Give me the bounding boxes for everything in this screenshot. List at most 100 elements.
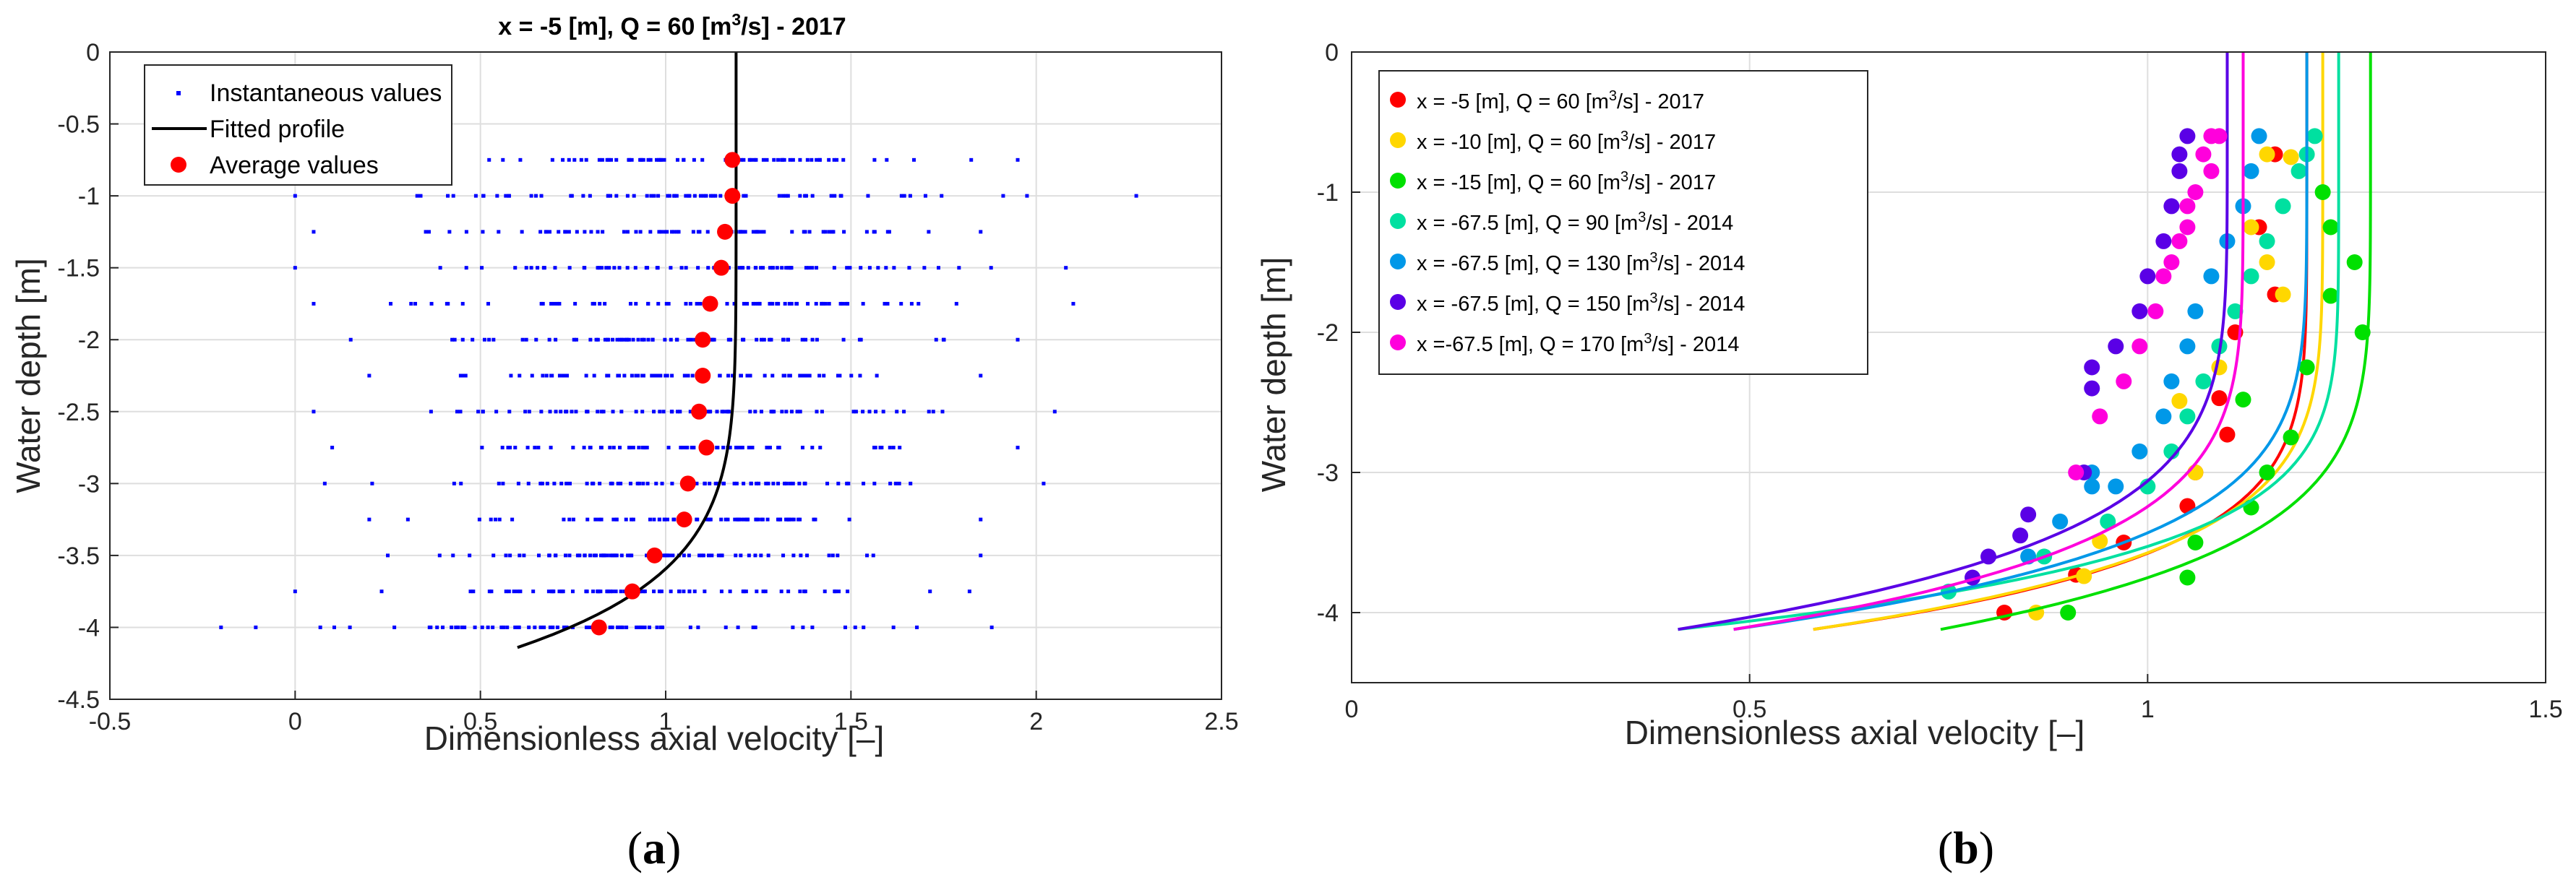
instantaneous-point [379, 589, 384, 594]
instantaneous-point [892, 266, 896, 270]
instantaneous-point [655, 373, 659, 378]
legend-marker [1390, 294, 1406, 310]
instantaneous-point [753, 553, 757, 558]
instantaneous-point [499, 625, 504, 629]
instantaneous-point [815, 410, 819, 414]
y-tick-label: -3 [78, 470, 100, 498]
instantaneous-point [688, 625, 692, 629]
instantaneous-point [435, 625, 439, 629]
instantaneous-point [739, 517, 744, 522]
y-tick-label: -4.5 [57, 686, 100, 714]
instantaneous-point [460, 625, 464, 629]
instantaneous-point [547, 337, 551, 342]
instantaneous-point [642, 337, 646, 342]
instantaneous-point [550, 157, 554, 162]
instantaneous-point [780, 410, 784, 414]
instantaneous-point [565, 373, 570, 378]
instantaneous-point [596, 266, 600, 270]
instantaneous-point [942, 337, 946, 342]
instantaneous-point [786, 589, 791, 594]
instantaneous-point [491, 337, 496, 342]
instantaneous-point [663, 337, 667, 342]
instantaneous-point [655, 625, 659, 629]
instantaneous-point [675, 157, 679, 162]
data-point [2203, 163, 2220, 179]
instantaneous-point [807, 373, 812, 378]
instantaneous-point [657, 230, 661, 234]
instantaneous-point [507, 194, 512, 198]
instantaneous-point [798, 194, 802, 198]
x-tick-label: 2 [1029, 708, 1043, 735]
instantaneous-point [599, 410, 604, 414]
instantaneous-point [603, 337, 607, 342]
instantaneous-point [605, 373, 609, 378]
instantaneous-point [631, 517, 635, 522]
instantaneous-point [784, 481, 789, 485]
instantaneous-point [634, 301, 638, 306]
instantaneous-point [835, 157, 839, 162]
instantaneous-point [979, 553, 983, 558]
instantaneous-point [858, 373, 862, 378]
instantaneous-point [761, 589, 765, 594]
instantaneous-point [815, 337, 819, 342]
instantaneous-point [630, 517, 634, 522]
instantaneous-point [636, 373, 640, 378]
instantaneous-point [652, 517, 656, 522]
instantaneous-point [775, 266, 779, 270]
instantaneous-point [458, 373, 463, 378]
instantaneous-point [759, 230, 763, 234]
y-tick-label: -3 [1317, 459, 1339, 487]
instantaneous-point [460, 337, 465, 342]
legend-label: x = -67.5 [m], Q = 90 [m3/s] - 2014 [1417, 209, 1733, 235]
instantaneous-point [567, 157, 571, 162]
instantaneous-point [685, 446, 690, 450]
instantaneous-point [1134, 194, 1138, 198]
instantaneous-point [934, 337, 938, 342]
instantaneous-point [608, 194, 612, 198]
instantaneous-point [562, 625, 566, 629]
instantaneous-point [681, 446, 685, 450]
instantaneous-point [807, 230, 812, 234]
instantaneous-point [508, 446, 512, 450]
instantaneous-point [569, 194, 573, 198]
instantaneous-point [663, 517, 667, 522]
instantaneous-point [509, 373, 513, 378]
instantaneous-point [689, 337, 693, 342]
instantaneous-point [601, 410, 606, 414]
instantaneous-point [888, 446, 892, 450]
series-4 [1678, 52, 2340, 631]
instantaneous-point [851, 410, 856, 414]
instantaneous-point [872, 157, 877, 162]
series-7 [1733, 52, 2245, 631]
instantaneous-point [480, 625, 484, 629]
instantaneous-point [822, 373, 826, 378]
instantaneous-point [684, 266, 688, 270]
instantaneous-point [753, 266, 757, 270]
data-point [2195, 146, 2212, 163]
instantaneous-point [641, 589, 645, 594]
legend-label: Instantaneous values [210, 79, 442, 107]
instantaneous-point [666, 194, 670, 198]
instantaneous-point [611, 446, 616, 450]
instantaneous-point [572, 157, 577, 162]
instantaneous-point [652, 589, 656, 594]
instantaneous-point [679, 266, 684, 270]
legend-a: Instantaneous values Fitted profile Averag… [144, 64, 452, 186]
instantaneous-point [872, 230, 877, 234]
instantaneous-point [549, 446, 553, 450]
instantaneous-point [751, 230, 755, 234]
data-point [2314, 184, 2331, 200]
instantaneous-point [562, 517, 566, 522]
instantaneous-point [645, 481, 650, 485]
instantaneous-point [638, 157, 643, 162]
instantaneous-point [610, 337, 614, 342]
instantaneous-point [1016, 337, 1020, 342]
instantaneous-point [772, 157, 776, 162]
instantaneous-point [526, 481, 531, 485]
instantaneous-point [841, 157, 846, 162]
instantaneous-point [881, 410, 885, 414]
instantaneous-point [841, 337, 846, 342]
data-point [2346, 254, 2363, 270]
instantaneous-point [628, 553, 632, 558]
instantaneous-point [814, 301, 818, 306]
